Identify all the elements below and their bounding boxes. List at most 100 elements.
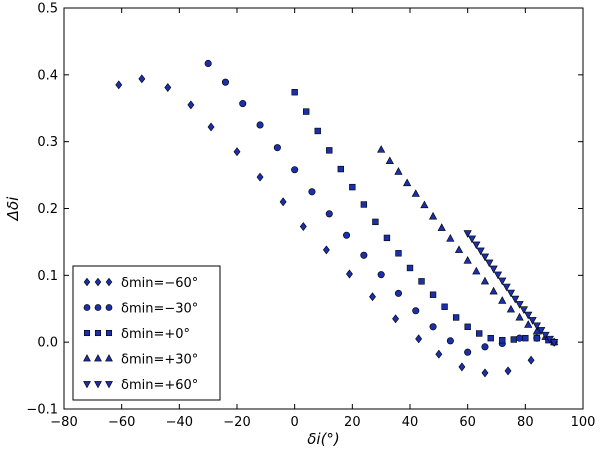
data-point [138, 74, 146, 84]
data-point [498, 277, 507, 286]
data-point [420, 200, 429, 209]
x-tick-label: −80 [50, 415, 77, 430]
data-point [550, 339, 559, 347]
legend-marker [105, 381, 113, 389]
x-tick-label: −40 [166, 415, 193, 430]
data-point [299, 222, 307, 231]
x-axis-label: δi(°) [307, 430, 340, 448]
legend-marker [94, 304, 102, 311]
data-point [392, 314, 400, 324]
data-point [394, 289, 403, 297]
data-point [519, 306, 528, 315]
data-point [506, 304, 516, 313]
legend-item: δmin=−60° [83, 276, 198, 291]
y-tick-label: 0.2 [37, 202, 58, 217]
legend-marker [94, 277, 102, 287]
legend-label: δmin=−30° [121, 302, 198, 317]
legend-marker [105, 277, 113, 287]
data-point [493, 271, 503, 280]
data-point [476, 330, 483, 337]
x-tick-label: 60 [459, 415, 476, 430]
data-point [528, 317, 537, 325]
legend-marker [83, 329, 91, 337]
data-point [204, 59, 212, 68]
legend-marker [94, 381, 102, 389]
data-point [472, 241, 481, 250]
data-point [487, 334, 494, 342]
data-point [533, 334, 541, 342]
data-point [322, 245, 330, 255]
data-point [454, 245, 464, 253]
data-point [415, 334, 423, 344]
y-tick-label: 0.4 [37, 68, 58, 83]
data-point [343, 231, 351, 239]
data-point [412, 307, 420, 315]
data-point [395, 250, 402, 257]
data-point [360, 251, 368, 259]
x-tick-label: 80 [517, 415, 534, 430]
data-point [476, 247, 485, 256]
legend-marker [83, 381, 91, 389]
x-tick-label: 20 [344, 415, 361, 430]
data-point [452, 314, 460, 321]
data-point [428, 211, 438, 220]
legend: δmin=−60° δmin=−30° δmin=+0° δmin=+30° δmin=… [72, 265, 221, 401]
data-point [524, 320, 533, 328]
legend-label: δmin=+0° [121, 327, 190, 342]
data-point [256, 172, 264, 182]
data-point [429, 323, 437, 331]
data-point [303, 108, 310, 115]
data-point [360, 201, 368, 208]
data-point [464, 323, 471, 330]
data-point [481, 368, 489, 378]
axis-ticks: −80 −60 −40 −20 0 20 40 60 80 100 −0.1 0.0 0.1 0.2 0.3… [26, 2, 595, 431]
legend-label: δmin=+30° [121, 353, 198, 368]
data-point [437, 223, 446, 231]
data-point [337, 165, 344, 173]
data-point [489, 286, 498, 295]
data-point [394, 167, 403, 175]
data-point [325, 210, 333, 218]
data-point [446, 337, 454, 345]
data-point [383, 234, 391, 242]
data-point [187, 100, 195, 110]
x-tick-label: −20 [223, 415, 250, 430]
y-axis-label: Δδi [4, 196, 22, 221]
data-point [541, 331, 550, 340]
legend-item: δmin=+60° [83, 378, 198, 393]
data-point [463, 230, 472, 238]
data-point [446, 233, 455, 242]
data-point [411, 189, 420, 197]
data-point [377, 145, 386, 153]
data-point [502, 283, 511, 292]
data-point [385, 156, 394, 165]
legend-marker [105, 304, 113, 311]
data-point [164, 83, 172, 92]
data-point [537, 327, 546, 335]
data-point [480, 276, 490, 285]
legend-marker [105, 354, 113, 362]
data-point [291, 89, 298, 96]
y-tick-label: 0.3 [37, 135, 58, 150]
data-point [441, 303, 448, 310]
data-point [516, 334, 524, 342]
data-point [346, 269, 353, 279]
data-point [485, 259, 494, 268]
data-point [279, 197, 287, 207]
x-tick-label: 100 [571, 415, 596, 430]
data-point [524, 311, 533, 320]
data-point [233, 147, 241, 157]
x-tick-label: 40 [402, 415, 419, 430]
x-tick-label: 0 [291, 415, 299, 430]
data-point [291, 166, 299, 174]
x-tick-label: −60 [108, 415, 135, 430]
legend-marker [83, 304, 91, 311]
data-marks [115, 59, 559, 378]
data-point [314, 127, 321, 135]
data-point [239, 100, 247, 108]
data-point [326, 147, 333, 154]
legend-item: δmin=+0° [83, 327, 190, 342]
y-tick-label: 0.1 [37, 269, 58, 284]
data-point [527, 355, 535, 365]
data-point [372, 218, 379, 226]
